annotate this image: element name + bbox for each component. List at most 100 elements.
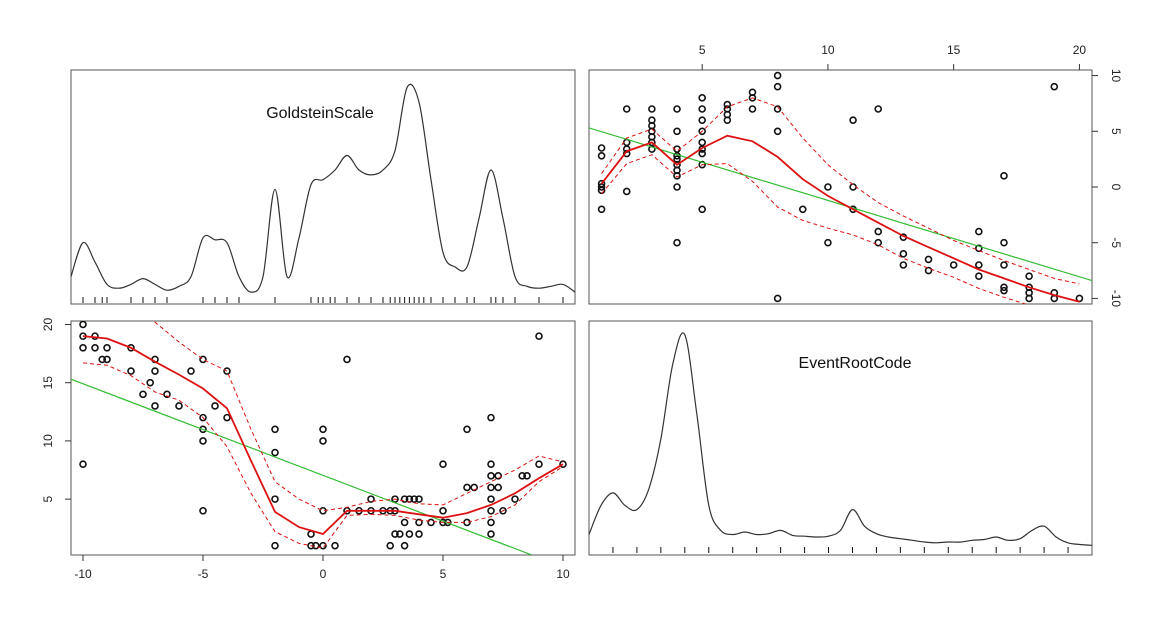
goldstein-vs-root-point bbox=[211, 402, 219, 410]
goldstein-vs-root-point bbox=[151, 367, 159, 375]
goldstein-vs-root-layer bbox=[71, 321, 567, 555]
root-vs-goldstein-point bbox=[1000, 286, 1008, 295]
goldstein-vs-root-point bbox=[391, 495, 399, 503]
root-vs-goldstein-point bbox=[698, 127, 706, 136]
top-axis-tick-label: 10 bbox=[821, 43, 835, 57]
goldstein-vs-root-point bbox=[427, 518, 435, 527]
root-vs-goldstein-point bbox=[698, 94, 706, 102]
root-vs-goldstein-point bbox=[1000, 172, 1008, 180]
goldstein-vs-root-point bbox=[415, 495, 423, 503]
right-axis-tick-label: 0 bbox=[1109, 184, 1123, 191]
root-vs-goldstein-point bbox=[874, 105, 883, 113]
root-vs-goldstein-regression-line bbox=[589, 127, 1092, 282]
root-vs-goldstein-lower-band bbox=[601, 154, 1028, 304]
root-vs-goldstein-point bbox=[773, 71, 782, 80]
goldstein-vs-root-point bbox=[271, 495, 279, 503]
goldstein-vs-root-point bbox=[151, 402, 159, 410]
bottom-axis-tick-label: 10 bbox=[556, 567, 570, 581]
root-vs-goldstein-point bbox=[648, 116, 656, 124]
goldstein-vs-root-point bbox=[439, 506, 447, 515]
goldstein-vs-root-point bbox=[199, 413, 207, 422]
goldstein-vs-root-point bbox=[103, 355, 111, 364]
top-axis-tick-label: 20 bbox=[1073, 43, 1087, 57]
root-vs-goldstein-point bbox=[824, 238, 832, 247]
goldstein-vs-root-point bbox=[487, 483, 495, 492]
goldstein-vs-root-point bbox=[163, 390, 171, 399]
goldstein-vs-root-upper-band bbox=[152, 321, 564, 512]
axes-layer: 5 10 15 20 -10 -5 0 5 10 5 10 15 20 -10 -5 0 5 10 bbox=[41, 43, 1123, 581]
goldstein-vs-root-point bbox=[127, 367, 135, 375]
root-vs-goldstein-point bbox=[673, 155, 681, 163]
root-vs-goldstein-point bbox=[597, 205, 606, 214]
root-vs-goldstein-point bbox=[975, 244, 983, 253]
goldstein-vs-root-point bbox=[187, 367, 195, 375]
goldstein-vs-root-smooth-line bbox=[82, 335, 564, 536]
goldstein-vs-root-point bbox=[175, 402, 183, 410]
goldstein-vs-root-point bbox=[487, 506, 495, 515]
goldstein-vs-root-point bbox=[487, 460, 495, 468]
goldstein-vs-root-point bbox=[511, 495, 519, 503]
goldstein-vs-root-point bbox=[391, 530, 399, 538]
root-vs-goldstein-point bbox=[849, 183, 857, 191]
root-vs-goldstein-point bbox=[798, 205, 807, 214]
root-vs-goldstein-point bbox=[698, 138, 706, 147]
root-vs-goldstein-point bbox=[874, 238, 883, 247]
root-vs-goldstein-point bbox=[698, 149, 706, 158]
root-vs-goldstein-point bbox=[673, 127, 681, 136]
root-vs-goldstein-point bbox=[849, 116, 857, 124]
root-vs-goldstein-point bbox=[622, 105, 631, 113]
root-vs-goldstein-point bbox=[949, 261, 958, 269]
root-vs-goldstein-point bbox=[1000, 238, 1008, 247]
goldstein-vs-root-point bbox=[487, 413, 495, 422]
goldstein-vs-root-point bbox=[199, 506, 207, 515]
goldstein-vs-root-point bbox=[271, 425, 279, 434]
root-vs-goldstein-point bbox=[1025, 272, 1033, 280]
root-vs-goldstein-point bbox=[773, 82, 782, 91]
panel-root-vs-goldstein bbox=[588, 69, 1093, 305]
goldstein-vs-root-point bbox=[79, 321, 87, 329]
root-vs-goldstein-point bbox=[773, 127, 782, 136]
goldstein-vs-root-lower-band bbox=[82, 362, 564, 549]
root-vs-goldstein-point bbox=[924, 266, 933, 275]
root-vs-goldstein-point bbox=[924, 255, 933, 264]
root-vs-goldstein-point bbox=[597, 183, 606, 191]
goldstein-vs-root-point bbox=[535, 332, 543, 340]
goldstein-vs-root-point bbox=[439, 460, 447, 468]
goldstein-vs-root-point bbox=[343, 355, 351, 364]
root-vs-goldstein-point bbox=[975, 227, 983, 236]
goldstein-vs-root-point bbox=[199, 425, 207, 434]
goldstein-vs-root-point bbox=[331, 541, 339, 550]
goldstein-vs-root-point bbox=[79, 343, 87, 352]
root-vs-goldstein-point bbox=[975, 272, 983, 280]
goldstein-vs-root-point bbox=[367, 495, 375, 503]
root-vs-goldstein-point bbox=[698, 105, 706, 113]
goldstein-vs-root-point bbox=[139, 390, 147, 399]
goldstein-vs-root-point bbox=[307, 541, 315, 550]
root-vs-goldstein-point bbox=[748, 105, 757, 113]
root-vs-goldstein-point bbox=[698, 205, 706, 214]
goldstein-vs-root-point bbox=[487, 518, 495, 527]
root-vs-goldstein-point bbox=[723, 105, 732, 113]
goldstein-vs-root-point bbox=[494, 483, 503, 492]
root-vs-goldstein-point bbox=[899, 250, 908, 258]
goldstein-vs-root-point bbox=[494, 472, 503, 480]
goldstein-vs-root-point bbox=[400, 541, 409, 550]
goldstein-vs-root-point bbox=[415, 518, 423, 527]
goldstein-vs-root-point bbox=[463, 483, 471, 492]
goldstein-vs-root-point bbox=[271, 541, 279, 550]
left-axis-tick-label: 20 bbox=[41, 317, 55, 331]
root-vs-goldstein-point bbox=[1050, 82, 1059, 91]
goldstein-density-layer bbox=[70, 83, 576, 303]
goldstein-vs-root-point bbox=[319, 425, 327, 434]
bottom-axis-tick-label: 5 bbox=[440, 567, 447, 581]
right-axis-tick-label: -10 bbox=[1109, 290, 1123, 308]
panel-goldstein-density bbox=[70, 69, 576, 305]
goldstein-vs-root-point bbox=[400, 495, 409, 503]
goldstein-vs-root-point bbox=[199, 437, 207, 445]
goldstein-vs-root-point bbox=[223, 367, 231, 375]
root-vs-goldstein-point bbox=[748, 88, 757, 97]
root-vs-goldstein-point bbox=[673, 183, 681, 191]
goldstein-vs-root-point bbox=[470, 483, 479, 492]
right-axis-tick-label: 5 bbox=[1109, 128, 1123, 135]
goldstein-vs-root-point bbox=[199, 355, 207, 364]
